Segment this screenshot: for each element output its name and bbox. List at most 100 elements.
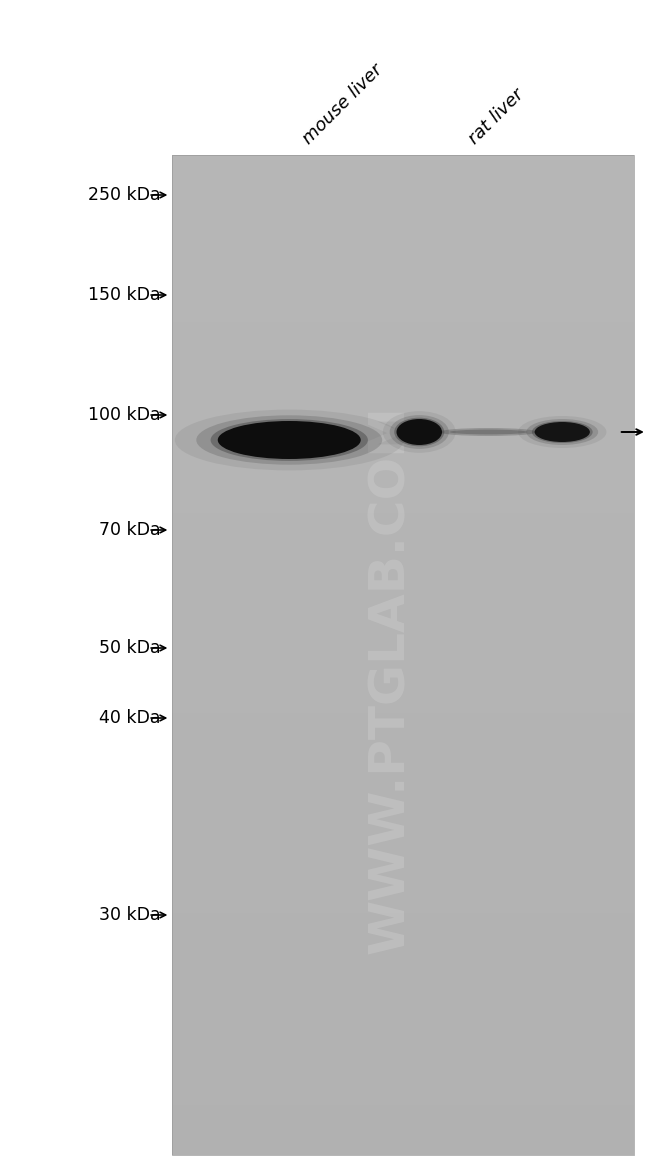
Bar [172, 1105, 634, 1113]
Ellipse shape [439, 429, 538, 436]
Bar [172, 1147, 634, 1155]
Bar [172, 281, 634, 289]
Bar [172, 1005, 634, 1013]
Bar [172, 1097, 634, 1105]
Bar [172, 480, 634, 488]
Text: 30 kDa: 30 kDa [99, 906, 161, 924]
Bar [172, 1047, 634, 1055]
Bar [172, 596, 634, 605]
Bar [172, 513, 634, 521]
Text: 150 kDa: 150 kDa [88, 286, 161, 304]
Bar [172, 163, 634, 171]
Bar [172, 647, 634, 655]
Bar [172, 197, 634, 205]
Bar [172, 171, 634, 180]
Bar [172, 488, 634, 497]
Bar [172, 263, 634, 271]
Ellipse shape [196, 416, 382, 465]
Bar [172, 788, 634, 797]
Bar [172, 897, 634, 905]
Bar [172, 322, 634, 330]
Bar [172, 1080, 634, 1088]
Ellipse shape [394, 418, 445, 446]
Bar [172, 980, 634, 989]
Bar [172, 696, 634, 706]
Bar [172, 230, 634, 238]
Ellipse shape [532, 421, 593, 443]
Bar [172, 572, 634, 580]
Bar [172, 655, 634, 663]
Text: 70 kDa: 70 kDa [99, 521, 161, 539]
Bar [172, 389, 634, 397]
Ellipse shape [526, 419, 598, 445]
Bar [172, 964, 634, 972]
Ellipse shape [383, 411, 456, 453]
Bar [172, 313, 634, 322]
Bar [172, 438, 634, 446]
Bar [172, 330, 634, 338]
Bar [172, 688, 634, 696]
Bar [172, 472, 634, 480]
Bar [172, 763, 634, 771]
Bar [172, 555, 634, 564]
Bar [172, 355, 634, 363]
Bar [172, 755, 634, 763]
Bar [172, 238, 634, 247]
Bar [172, 580, 634, 588]
Bar [172, 1055, 634, 1064]
Text: mouse liver: mouse liver [299, 61, 386, 148]
Bar [172, 1021, 634, 1030]
Ellipse shape [218, 421, 361, 459]
Bar [172, 547, 634, 555]
Bar [172, 289, 634, 297]
Bar [172, 605, 634, 613]
Bar [172, 938, 634, 946]
Bar [172, 871, 634, 880]
Bar [172, 972, 634, 980]
Bar [172, 913, 634, 922]
Ellipse shape [396, 419, 442, 445]
Bar [172, 1139, 634, 1147]
Bar [172, 930, 634, 938]
Text: 100 kDa: 100 kDa [88, 406, 161, 424]
Bar [172, 989, 634, 997]
Bar [172, 1113, 634, 1121]
Bar [172, 954, 634, 964]
Bar [172, 771, 634, 780]
Bar [172, 505, 634, 513]
Bar [172, 564, 634, 572]
Text: 40 kDa: 40 kDa [99, 709, 161, 727]
Bar [172, 738, 634, 747]
Bar [172, 521, 634, 529]
Ellipse shape [518, 416, 606, 448]
Bar [172, 922, 634, 930]
Bar [172, 588, 634, 596]
Bar [172, 855, 634, 863]
Bar [172, 1121, 634, 1131]
Ellipse shape [211, 419, 368, 461]
Bar [172, 222, 634, 230]
Bar [172, 663, 634, 672]
Bar [172, 214, 634, 222]
Ellipse shape [390, 416, 449, 448]
Bar [172, 946, 634, 954]
Bar [172, 205, 634, 214]
Bar [172, 305, 634, 313]
Bar [172, 747, 634, 755]
Bar [172, 464, 634, 472]
Bar [172, 247, 634, 255]
Bar [172, 797, 634, 805]
Bar [172, 613, 634, 622]
Bar [172, 706, 634, 714]
Bar [172, 1072, 634, 1080]
Bar [172, 338, 634, 346]
Bar [172, 805, 634, 814]
Bar [172, 405, 634, 413]
Ellipse shape [534, 421, 590, 441]
Text: WWW.PTGLAB.COM: WWW.PTGLAB.COM [366, 405, 414, 954]
Bar [172, 446, 634, 456]
Bar [172, 830, 634, 838]
Bar [172, 397, 634, 405]
Bar [172, 1131, 634, 1139]
Bar [172, 838, 634, 846]
